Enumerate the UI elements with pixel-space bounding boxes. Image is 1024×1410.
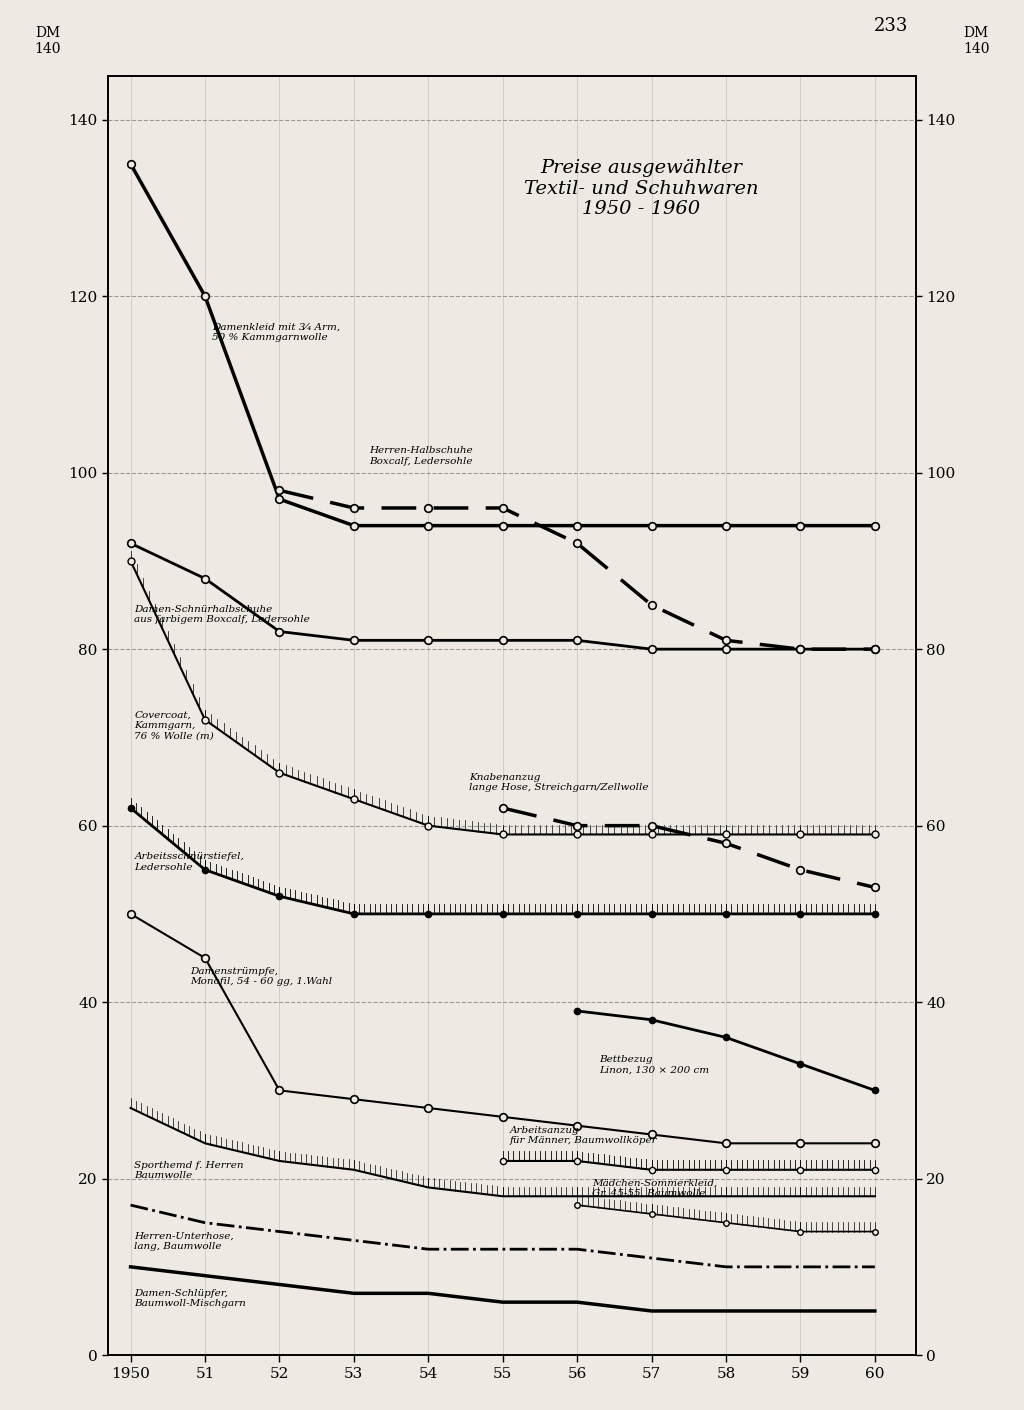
Text: DM
140: DM 140 [963,27,989,56]
Text: Arbeitsschnürstiefel,
Ledersohle: Arbeitsschnürstiefel, Ledersohle [134,852,244,871]
Text: Herren-Halbschuhe
Boxcalf, Ledersohle: Herren-Halbschuhe Boxcalf, Ledersohle [369,446,472,465]
Text: Damenkleid mit 3⁄₄ Arm,
50 % Kammgarnwolle: Damenkleid mit 3⁄₄ Arm, 50 % Kammgarnwol… [212,323,341,343]
Text: DM
140: DM 140 [35,27,61,56]
Text: Bettbezug
Linon, 130 × 200 cm: Bettbezug Linon, 130 × 200 cm [599,1055,710,1074]
Text: Damen-Schlüpfer,
Baumwoll-Mischgarn: Damen-Schlüpfer, Baumwoll-Mischgarn [134,1289,246,1308]
Text: Damen-Schnürhalbschuhe
aus farbigem Boxcalf, Ledersohle: Damen-Schnürhalbschuhe aus farbigem Boxc… [134,605,310,625]
Text: Sporthemd f. Herren
Baumwolle: Sporthemd f. Herren Baumwolle [134,1160,244,1180]
Text: Herren-Unterhose,
lang, Baumwolle: Herren-Unterhose, lang, Baumwolle [134,1231,233,1251]
Text: Knabenanzug
lange Hose, Streichgarn/Zellwolle: Knabenanzug lange Hose, Streichgarn/Zell… [469,773,649,792]
Text: Preise ausgewählter
Textil- und Schuhwaren
1950 - 1960: Preise ausgewählter Textil- und Schuhwar… [524,159,759,219]
Text: Arbeitsanzug
für Männer, Baumwollköper: Arbeitsanzug für Männer, Baumwollköper [510,1125,657,1145]
Text: Mädchen-Sommerkleid,
Gr. 45-55, Baumwolle: Mädchen-Sommerkleid, Gr. 45-55, Baumwoll… [592,1179,717,1198]
Text: 233: 233 [873,17,908,35]
Text: Covercoat,
Kammgarn,
76 % Wolle (m): Covercoat, Kammgarn, 76 % Wolle (m) [134,711,214,740]
Text: Damenstrümpfe,
Monofil, 54 - 60 gg, 1.Wahl: Damenstrümpfe, Monofil, 54 - 60 gg, 1.Wa… [190,967,332,986]
